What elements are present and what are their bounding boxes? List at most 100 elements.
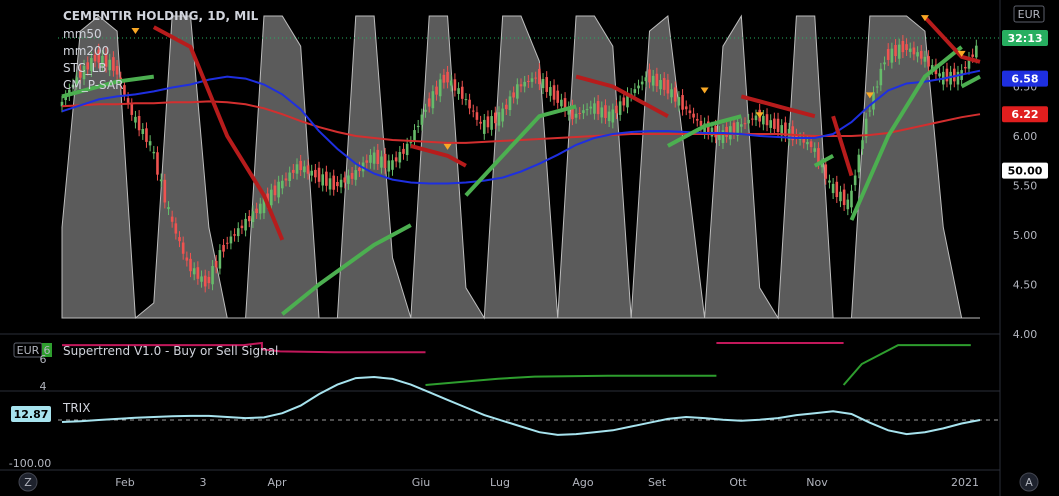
- candle-body: [292, 170, 295, 173]
- trix-tick-label: -100.00: [9, 457, 51, 470]
- candle-body: [182, 243, 185, 254]
- candle-body: [946, 69, 949, 82]
- candle-body: [215, 261, 218, 267]
- candle-body: [189, 259, 192, 271]
- candle-body: [755, 116, 758, 121]
- trix-value-label: 12.87: [14, 408, 49, 421]
- candle-body: [744, 123, 747, 124]
- candle-body: [219, 250, 222, 268]
- candle-body: [964, 67, 967, 68]
- supertrend-tick-label: 4: [40, 380, 47, 393]
- candle-body: [920, 51, 923, 59]
- candle-body: [835, 182, 838, 197]
- candle-body: [560, 100, 563, 107]
- candle-body: [494, 113, 497, 124]
- candle-body: [894, 45, 897, 56]
- price-badge-label: 32:13: [1007, 32, 1042, 45]
- candle-body: [365, 160, 368, 162]
- supertrend-currency-label: EUR: [17, 344, 40, 357]
- candle-body: [270, 190, 273, 206]
- candle-body: [457, 88, 460, 94]
- candle-body: [296, 164, 299, 173]
- candle-body: [902, 41, 905, 52]
- price-tick-label: 5.00: [1013, 229, 1038, 242]
- candle-body: [303, 166, 306, 172]
- candle-body: [321, 174, 324, 185]
- candle-body: [608, 112, 611, 121]
- candle-body: [876, 86, 879, 87]
- candle-body: [681, 95, 684, 110]
- candle-body: [545, 77, 548, 92]
- candle-body: [211, 266, 214, 284]
- candle-body: [858, 155, 861, 173]
- price-badge-label: 50.00: [1008, 165, 1043, 178]
- candle-body: [395, 157, 398, 161]
- candle-body: [413, 130, 416, 141]
- candle-body: [861, 140, 864, 149]
- candle-body: [696, 119, 699, 121]
- candle-body: [762, 116, 765, 124]
- candle-body: [167, 207, 170, 209]
- candle-body: [424, 110, 427, 112]
- candle-body: [446, 72, 449, 83]
- trix-label: TRIX: [62, 401, 90, 415]
- time-axis-label: Giu: [412, 476, 431, 489]
- candle-body: [714, 126, 717, 137]
- candle-body: [883, 62, 886, 64]
- candle-body: [927, 56, 930, 66]
- candle-body: [329, 178, 332, 189]
- candle-body: [733, 123, 736, 133]
- candle-body: [549, 87, 552, 96]
- zoom-icon-label: Z: [24, 476, 32, 489]
- candle-body: [138, 116, 141, 130]
- candle-body: [843, 190, 846, 205]
- candle-body: [531, 78, 534, 82]
- candle-body: [957, 72, 960, 85]
- candle-body: [241, 226, 244, 228]
- candle-body: [145, 128, 148, 142]
- candle-body: [208, 277, 211, 283]
- legend-item: mm50: [63, 27, 102, 41]
- candle-body: [410, 142, 413, 143]
- candle-body: [810, 141, 813, 147]
- candle-body: [667, 80, 670, 94]
- candle-body: [130, 104, 133, 115]
- legend-item: CM_P-SAR: [63, 78, 123, 92]
- candle-body: [454, 79, 457, 90]
- candle-body: [847, 200, 850, 210]
- candle-body: [813, 148, 816, 152]
- candle-body: [336, 182, 339, 186]
- candle-body: [186, 258, 189, 261]
- time-axis-label: Ago: [572, 476, 594, 489]
- candle-body: [274, 186, 277, 196]
- candle-body: [149, 141, 152, 145]
- candle-body: [307, 165, 310, 173]
- candle-body: [575, 114, 578, 118]
- candle-body: [244, 219, 247, 231]
- candle-body: [476, 112, 479, 120]
- candle-body: [938, 73, 941, 76]
- candle-body: [924, 57, 927, 62]
- candle-body: [369, 155, 372, 163]
- price-tick-label: 6.00: [1013, 130, 1038, 143]
- candle-body: [975, 46, 978, 58]
- candle-body: [399, 152, 402, 162]
- candle-body: [854, 176, 857, 186]
- candle-body: [127, 98, 130, 103]
- candle-body: [226, 243, 229, 244]
- candle-body: [905, 44, 908, 50]
- candle-body: [637, 86, 640, 89]
- candle-body: [806, 142, 809, 144]
- candle-body: [193, 268, 196, 274]
- candle-body: [751, 119, 754, 120]
- candle-body: [421, 115, 424, 125]
- candle-body: [465, 99, 468, 100]
- candle-body: [589, 107, 592, 109]
- candle-body: [534, 78, 537, 79]
- candle-body: [839, 192, 842, 201]
- candle-body: [586, 109, 589, 110]
- candle-body: [123, 85, 126, 95]
- candle-body: [891, 49, 894, 63]
- candle-body: [116, 66, 119, 75]
- candle-body: [670, 89, 673, 97]
